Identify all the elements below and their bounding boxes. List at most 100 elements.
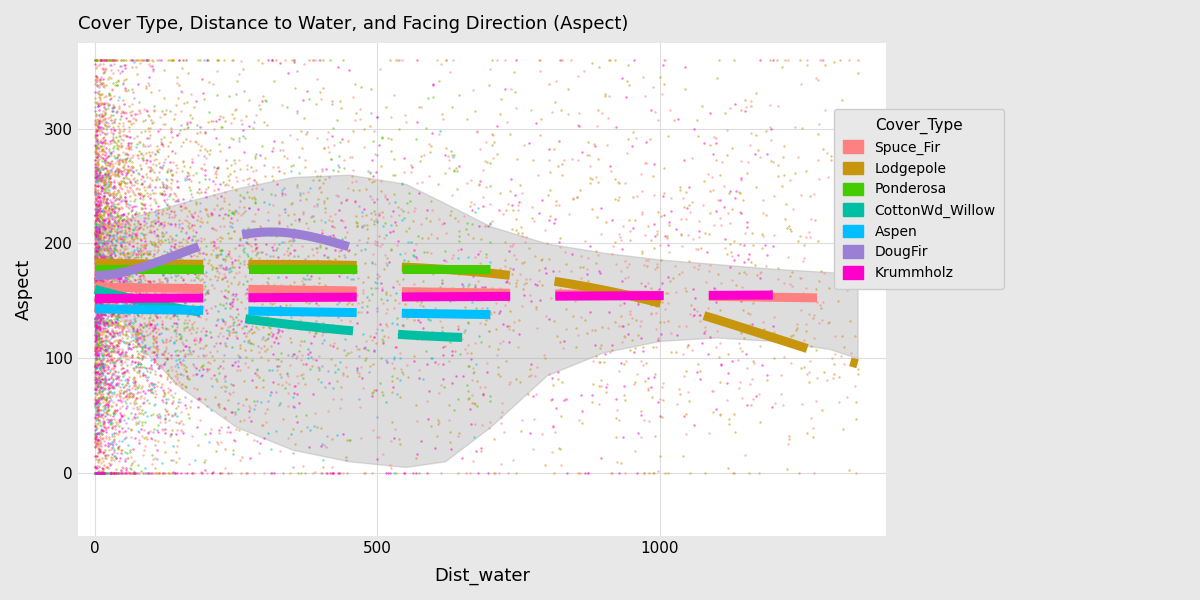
Krummholz — [86, 398, 106, 407]
Ponderosa — [456, 224, 475, 234]
Spuce_Fir — [127, 307, 146, 317]
Krummholz — [100, 396, 119, 406]
Lodgepole — [179, 250, 198, 259]
Krummholz — [298, 86, 317, 96]
Lodgepole — [86, 454, 106, 464]
Lodgepole — [773, 62, 792, 71]
Spuce_Fir — [215, 193, 234, 203]
Lodgepole — [85, 422, 104, 431]
Lodgepole — [102, 118, 121, 128]
Krummholz — [685, 420, 704, 430]
Spuce_Fir — [158, 284, 178, 294]
Lodgepole — [90, 359, 109, 369]
Krummholz — [116, 463, 136, 473]
Spuce_Fir — [94, 227, 113, 236]
Lodgepole — [376, 102, 395, 112]
Krummholz — [204, 176, 223, 186]
Lodgepole — [586, 326, 605, 335]
Ponderosa — [98, 284, 118, 294]
Spuce_Fir — [86, 284, 106, 293]
Krummholz — [169, 55, 188, 65]
Krummholz — [94, 464, 113, 474]
Spuce_Fir — [89, 446, 108, 456]
Lodgepole — [239, 310, 258, 319]
Krummholz — [116, 391, 136, 401]
Spuce_Fir — [760, 122, 779, 131]
Spuce_Fir — [210, 468, 229, 478]
Krummholz — [629, 299, 648, 309]
Spuce_Fir — [218, 323, 238, 332]
Ponderosa — [115, 149, 134, 159]
Lodgepole — [360, 362, 379, 371]
Spuce_Fir — [248, 247, 268, 257]
Spuce_Fir — [86, 254, 106, 263]
Spuce_Fir — [86, 287, 106, 296]
Spuce_Fir — [350, 114, 370, 124]
Lodgepole — [95, 259, 114, 269]
Lodgepole — [121, 283, 140, 292]
Spuce_Fir — [94, 468, 113, 478]
Spuce_Fir — [154, 222, 173, 232]
Lodgepole — [90, 257, 109, 266]
Spuce_Fir — [86, 358, 106, 367]
Spuce_Fir — [103, 291, 122, 301]
Krummholz — [293, 310, 312, 320]
Krummholz — [91, 343, 110, 353]
Lodgepole — [120, 191, 139, 200]
Lodgepole — [101, 161, 120, 171]
Spuce_Fir — [206, 169, 226, 179]
Krummholz — [120, 289, 139, 299]
Lodgepole — [112, 360, 131, 370]
Spuce_Fir — [348, 274, 367, 283]
Ponderosa — [107, 240, 126, 250]
Lodgepole — [202, 237, 221, 247]
Lodgepole — [115, 298, 134, 308]
Spuce_Fir — [356, 344, 376, 354]
Aspen — [245, 404, 264, 414]
Spuce_Fir — [500, 242, 520, 251]
Spuce_Fir — [182, 192, 202, 202]
Krummholz — [372, 285, 391, 295]
Lodgepole — [385, 170, 404, 179]
Spuce_Fir — [797, 369, 816, 379]
DougFir — [113, 382, 132, 392]
Krummholz — [690, 374, 709, 384]
Krummholz — [178, 286, 197, 295]
Ponderosa — [467, 303, 486, 313]
DougFir — [86, 351, 106, 361]
Lodgepole — [94, 326, 113, 336]
Lodgepole — [96, 201, 115, 211]
Lodgepole — [178, 244, 197, 254]
DougFir — [113, 211, 132, 220]
Lodgepole — [118, 237, 137, 247]
DougFir — [209, 331, 228, 340]
DougFir — [278, 290, 298, 300]
Spuce_Fir — [86, 203, 106, 213]
Ponderosa — [85, 132, 104, 142]
Spuce_Fir — [346, 197, 365, 206]
Krummholz — [223, 380, 242, 389]
Lodgepole — [496, 255, 515, 265]
DougFir — [96, 179, 115, 188]
Lodgepole — [88, 209, 107, 219]
Spuce_Fir — [524, 415, 544, 424]
Krummholz — [137, 265, 156, 275]
Aspen — [384, 354, 403, 364]
Ponderosa — [361, 283, 380, 293]
Lodgepole — [91, 212, 110, 221]
Spuce_Fir — [152, 189, 172, 199]
Spuce_Fir — [90, 431, 109, 440]
Krummholz — [272, 188, 292, 198]
Aspen — [216, 376, 235, 386]
Aspen — [468, 203, 487, 213]
Lodgepole — [443, 150, 462, 160]
Aspen — [86, 299, 106, 309]
Krummholz — [100, 190, 119, 200]
Spuce_Fir — [310, 235, 329, 244]
Lodgepole — [265, 258, 284, 268]
Krummholz — [157, 353, 176, 363]
Spuce_Fir — [500, 85, 520, 94]
Krummholz — [104, 181, 124, 190]
Krummholz — [90, 468, 109, 478]
CottonWd_Willow — [100, 259, 119, 269]
